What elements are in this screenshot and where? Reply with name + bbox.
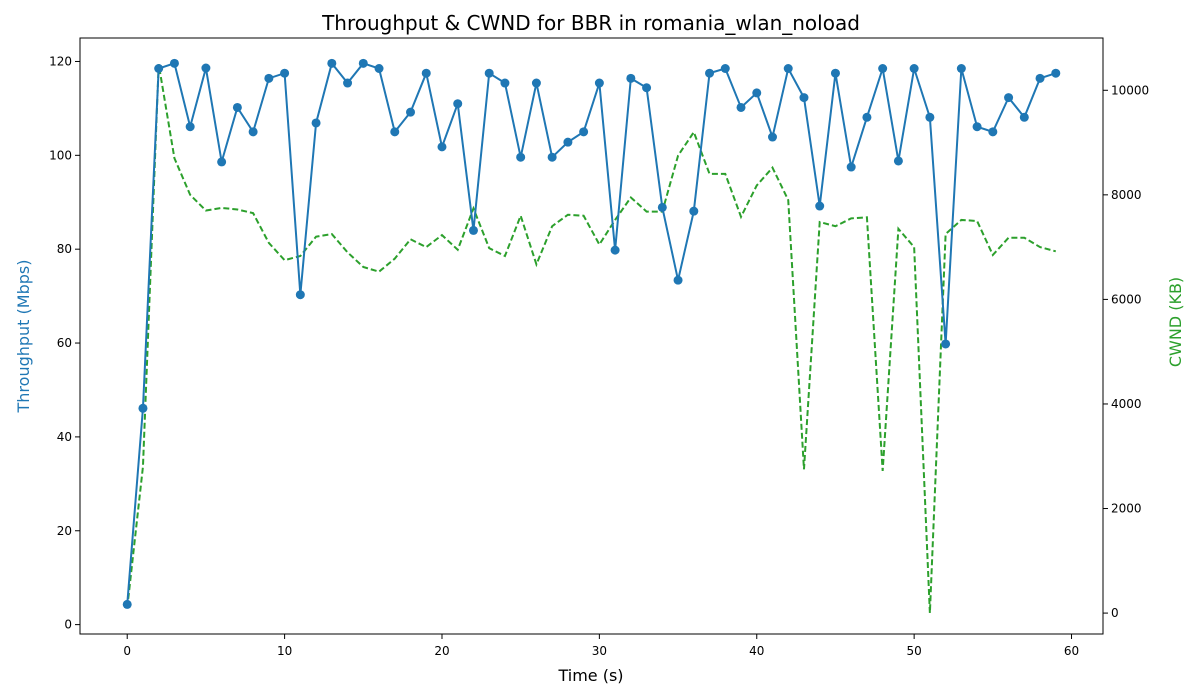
throughput-point: [185, 122, 195, 132]
x-tick-label: 60: [1064, 644, 1079, 658]
x-tick-label: 0: [123, 644, 131, 658]
throughput-point: [327, 58, 337, 68]
throughput-point: [1004, 93, 1014, 103]
throughput-point: [642, 83, 652, 93]
throughput-point: [972, 122, 982, 132]
x-tick-label: 10: [277, 644, 292, 658]
throughput-point: [563, 137, 573, 147]
throughput-point: [531, 78, 541, 88]
throughput-series-line: [126, 61, 1057, 605]
y-left-tick-label: 120: [49, 54, 72, 68]
throughput-point: [280, 68, 290, 78]
y-left-tick-label: 20: [57, 524, 72, 538]
y-right-tick-label: 6000: [1111, 292, 1142, 306]
throughput-point: [122, 599, 132, 609]
throughput-point: [941, 339, 951, 349]
throughput-point: [705, 68, 715, 78]
throughput-point: [579, 127, 589, 137]
throughput-point: [311, 118, 321, 128]
throughput-point: [799, 93, 809, 103]
throughput-point: [484, 68, 494, 78]
throughput-point: [878, 64, 888, 74]
throughput-point: [374, 64, 384, 74]
throughput-point: [830, 68, 840, 78]
throughput-point: [893, 156, 903, 166]
x-tick-label: 30: [592, 644, 607, 658]
throughput-point: [1051, 68, 1061, 78]
y-right-tick-label: 2000: [1111, 502, 1142, 516]
throughput-point: [752, 88, 762, 98]
throughput-point: [154, 64, 164, 74]
throughput-point: [358, 58, 368, 68]
plot-frame: [79, 37, 1104, 635]
y-right-tick-label: 8000: [1111, 188, 1142, 202]
y-left-tick-label: 40: [57, 430, 72, 444]
y-axis-left: 0 20 40 60 80 100 120: [49, 54, 80, 632]
throughput-point: [626, 73, 636, 83]
throughput-point: [547, 152, 557, 162]
throughput-point: [594, 78, 604, 88]
throughput-point: [657, 202, 667, 212]
throughput-point: [846, 162, 856, 172]
throughput-point: [862, 112, 872, 122]
x-tick-label: 20: [434, 644, 449, 658]
y-left-tick-label: 80: [57, 242, 72, 256]
x-axis: 0 10 20 30 40 50 60: [123, 634, 1079, 658]
throughput-point: [248, 127, 258, 137]
cwnd-series-line: [126, 63, 1057, 614]
throughput-point: [1035, 73, 1045, 83]
throughput-point: [736, 102, 746, 112]
y-axis-right: 0 2000 4000 6000 8000 10000: [1103, 83, 1149, 620]
throughput-point: [720, 64, 730, 74]
throughput-point: [217, 157, 227, 167]
throughput-point: [390, 127, 400, 137]
x-tick-label: 40: [749, 644, 764, 658]
throughput-point: [468, 225, 478, 235]
throughput-point: [201, 63, 211, 73]
y-left-tick-label: 100: [49, 148, 72, 162]
x-tick-label: 50: [906, 644, 921, 658]
y-right-tick-label: 10000: [1111, 83, 1149, 97]
throughput-point: [232, 102, 242, 112]
y-left-tick-label: 0: [64, 618, 72, 632]
throughput-point: [956, 64, 966, 74]
throughput-point: [421, 68, 431, 78]
throughput-point: [343, 78, 353, 88]
throughput-point: [500, 78, 510, 88]
y-axis-left-title: Throughput (Mbps): [14, 260, 33, 414]
throughput-point: [264, 73, 274, 83]
y-right-tick-label: 0: [1111, 606, 1119, 620]
y-left-tick-label: 60: [57, 336, 72, 350]
throughput-point: [988, 127, 998, 137]
throughput-point: [295, 290, 305, 300]
throughput-point: [925, 112, 935, 122]
y-axis-right-title: CWND (KB): [1166, 277, 1185, 367]
throughput-point: [909, 64, 919, 74]
throughput-point: [610, 245, 620, 255]
throughput-point: [516, 152, 526, 162]
throughput-point: [673, 275, 683, 285]
throughput-point: [437, 142, 447, 152]
throughput-point: [453, 99, 463, 109]
throughput-point: [783, 64, 793, 74]
throughput-point: [1019, 112, 1029, 122]
chart-title: Throughput & CWND for BBR in romania_wla…: [321, 11, 860, 35]
throughput-point: [767, 132, 777, 142]
plot-area: [122, 58, 1061, 614]
y-right-tick-label: 4000: [1111, 397, 1142, 411]
throughput-point: [138, 403, 148, 413]
throughput-point: [169, 58, 179, 68]
throughput-point: [689, 206, 699, 216]
throughput-point: [406, 107, 416, 117]
x-axis-title: Time (s): [557, 666, 623, 685]
throughput-point: [815, 201, 825, 211]
